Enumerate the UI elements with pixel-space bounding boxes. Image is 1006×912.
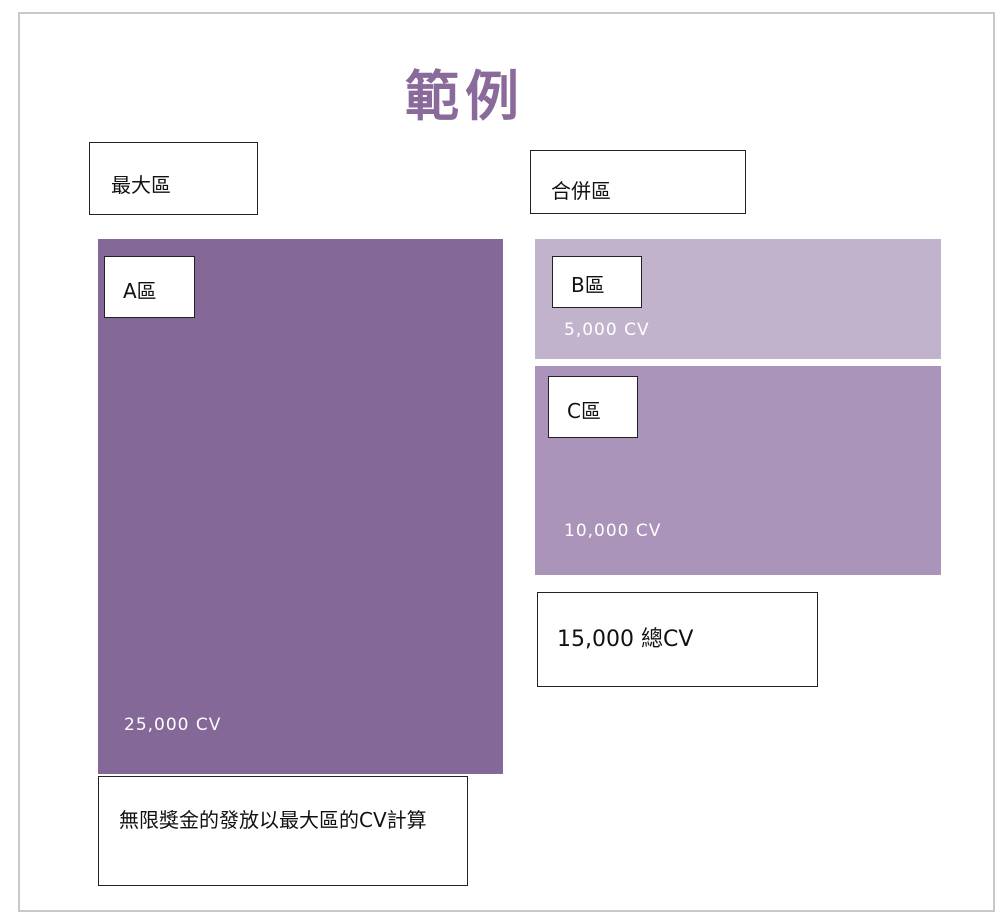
zone-name: A區 [123, 279, 157, 303]
label: 合併區 [551, 179, 611, 203]
note: 無限獎金的發放以最大區的CV計算 [119, 808, 427, 832]
title: 範例 [405, 65, 525, 128]
page: 範例 最大區 合併區 A區 25,000 CV B區 5,000 CV C區 1… [18, 12, 995, 912]
zone-cv: 5,000 CV [564, 320, 650, 340]
zone-name: C區 [567, 399, 601, 423]
zone-name: B區 [571, 273, 605, 297]
label-box: 合併區 [530, 150, 746, 214]
label-box: 最大區 [89, 142, 258, 215]
zone-name-box: B區 [552, 256, 642, 308]
label: 最大區 [111, 173, 171, 197]
total: 15,000 總CV [557, 627, 694, 652]
zone-cv: 10,000 CV [564, 521, 662, 541]
zone-name-box: C區 [548, 376, 638, 438]
note-box: 無限獎金的發放以最大區的CV計算 [98, 776, 468, 886]
zone-cv: 25,000 CV [124, 715, 222, 735]
zone-a [98, 239, 503, 774]
zone-name-box: A區 [104, 256, 195, 318]
total-box: 15,000 總CV [537, 592, 818, 687]
